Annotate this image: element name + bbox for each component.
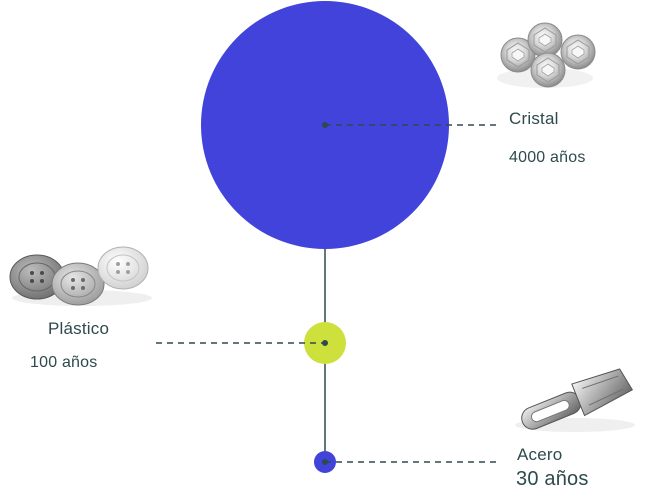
acero-center-dot — [322, 459, 328, 465]
crystal-gems-icon — [497, 22, 596, 88]
acero-label: Acero — [517, 445, 563, 464]
plastico-years: 100 años — [30, 354, 98, 371]
plastico-label: Plástico — [48, 319, 110, 338]
acero-years: 30 años — [516, 468, 589, 490]
plastic-buttons-icon — [9, 246, 152, 306]
cristal-center-dot — [322, 122, 328, 128]
cristal-years: 4000 años — [509, 149, 586, 166]
cristal-label: Cristal — [509, 109, 559, 128]
steel-zipper-pull-icon — [515, 368, 635, 432]
plastico-center-dot — [322, 340, 328, 346]
